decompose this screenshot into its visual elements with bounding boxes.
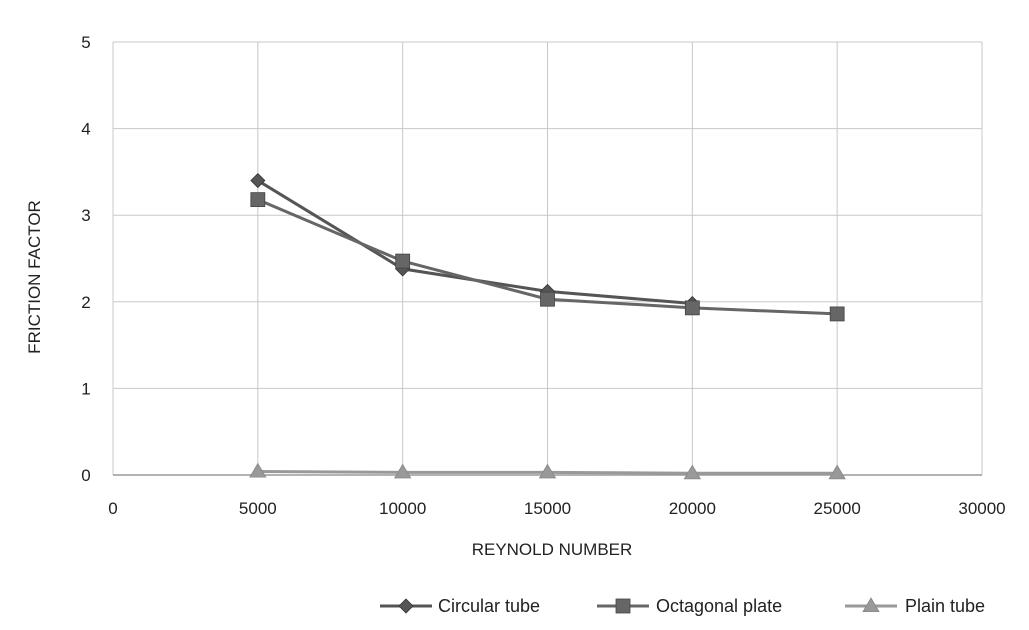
x-axis-label: REYNOLD NUMBER (472, 540, 633, 559)
y-tick-label: 0 (81, 466, 90, 485)
y-tick-label: 4 (81, 120, 90, 139)
x-tick-label: 15000 (524, 499, 571, 518)
data-point (393, 463, 412, 479)
legend-item: Plain tube (845, 596, 985, 616)
y-tick-label: 2 (81, 293, 90, 312)
series-group (249, 172, 846, 480)
legend-label: Plain tube (905, 596, 985, 616)
legend-label: Octagonal plate (656, 596, 782, 616)
legend-label: Circular tube (438, 596, 540, 616)
x-tick-label: 20000 (669, 499, 716, 518)
x-tick-label: 5000 (239, 499, 277, 518)
y-tick-label: 5 (81, 33, 90, 52)
x-tick-label: 25000 (814, 499, 861, 518)
data-point (249, 462, 267, 478)
legend-marker (398, 598, 414, 614)
y-tick-label: 3 (81, 206, 90, 225)
data-point (538, 463, 557, 479)
data-point (540, 291, 555, 307)
grid (112, 41, 983, 476)
y-tick-label: 1 (81, 379, 90, 398)
data-point (829, 306, 845, 322)
x-tick-label: 10000 (379, 499, 426, 518)
data-point (250, 192, 266, 208)
series-plain-tube (249, 462, 846, 480)
data-point (250, 172, 266, 189)
y-axis-label: FRICTION FACTOR (25, 200, 44, 354)
x-tick-label: 0 (108, 499, 117, 518)
legend: Circular tube Octagonal plate Plain tube (380, 596, 985, 616)
series-octagonal-plate (250, 192, 845, 322)
data-point (395, 253, 411, 269)
data-point (684, 300, 700, 316)
legend-marker (862, 597, 880, 612)
x-tick-label: 30000 (958, 499, 1005, 518)
legend-marker (615, 598, 631, 614)
legend-item: Circular tube (380, 596, 540, 616)
data-point (828, 464, 846, 480)
data-point (683, 464, 702, 480)
legend-item: Octagonal plate (597, 596, 782, 616)
